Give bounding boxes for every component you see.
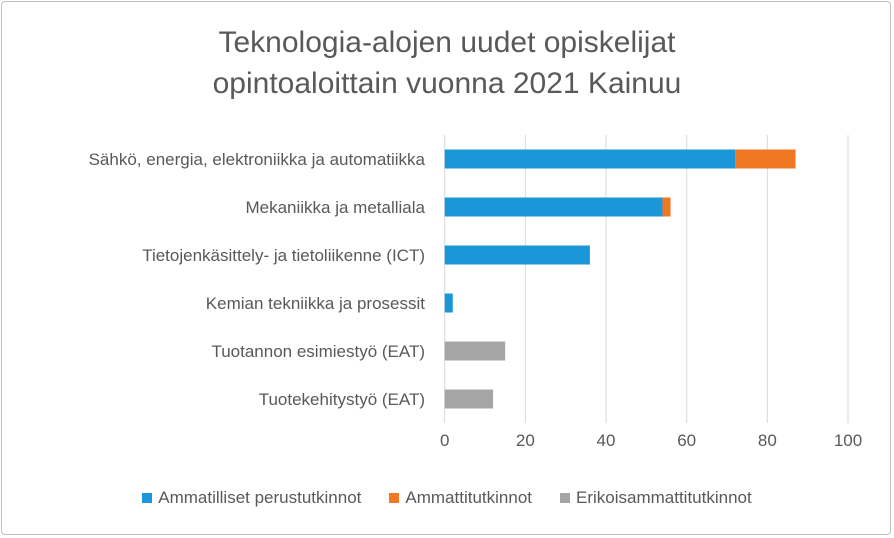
category-label: Sähkö, energia, elektroniikka ja automat… xyxy=(89,150,426,169)
x-tick-label: 80 xyxy=(758,431,777,450)
x-tick-label: 100 xyxy=(834,431,862,450)
chart-title: Teknologia-alojen uudet opiskelijat opin… xyxy=(0,22,894,104)
category-label: Tietojenkäsittely- ja tietoliikenne (ICT… xyxy=(142,246,425,265)
chart-title-line-1: Teknologia-alojen uudet opiskelijat xyxy=(218,26,676,59)
chart-title-line-2: opintoaloittain vuonna 2021 Kainuu xyxy=(212,67,682,100)
x-tick-label: 0 xyxy=(440,431,449,450)
bar-segment xyxy=(444,245,590,265)
bar-segment xyxy=(444,149,736,169)
legend-label: Ammattitutkinnot xyxy=(405,488,532,507)
category-label: Tuotekehitystyö (EAT) xyxy=(259,390,425,409)
x-tick-label: 20 xyxy=(516,431,535,450)
legend-swatch xyxy=(389,493,400,503)
chart-legend: Ammatilliset perustutkinnot Ammattitutkin… xyxy=(0,488,894,508)
bar-segment xyxy=(662,197,671,217)
legend-swatch xyxy=(142,493,153,503)
category-label: Kemian tekniikka ja prosessit xyxy=(206,294,425,313)
bar-segment xyxy=(444,341,506,361)
bar-segment xyxy=(444,197,663,217)
category-label: Mekaniikka ja metalliala xyxy=(245,198,425,217)
bar-segment xyxy=(444,389,494,409)
legend-swatch xyxy=(560,493,570,503)
legend-label: Ammatilliset perustutkinnot xyxy=(158,488,362,507)
legend-label: Erikoisammattitutkinnot xyxy=(576,488,752,507)
legend-item: Ammatilliset perustutkinnot xyxy=(142,488,361,508)
category-label: Tuotannon esimiestyö (EAT) xyxy=(211,342,425,361)
bar-segment xyxy=(735,149,796,169)
legend-item: Ammattitutkinnot xyxy=(389,488,532,508)
bar-segment xyxy=(444,293,453,313)
x-tick-label: 60 xyxy=(677,431,696,450)
legend-item: Erikoisammattitutkinnot xyxy=(560,488,752,508)
x-tick-label: 40 xyxy=(597,431,616,450)
